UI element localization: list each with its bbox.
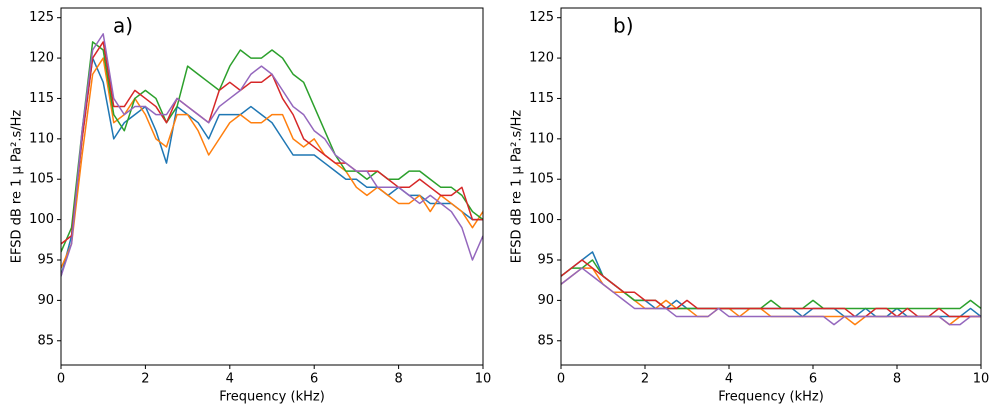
axes-frame bbox=[60, 7, 484, 366]
y-tick-label: 125 bbox=[529, 10, 554, 25]
y-tick-label: 115 bbox=[29, 91, 54, 106]
x-tick-label: 10 bbox=[973, 372, 990, 387]
series-line bbox=[61, 57, 483, 277]
x-tick-label: 10 bbox=[475, 372, 492, 387]
x-tick-label: 6 bbox=[310, 372, 318, 387]
y-tick-label: 95 bbox=[537, 253, 554, 268]
y-tick-label: 100 bbox=[29, 212, 54, 227]
y-axis-label: EFSD dB re 1 µ Pa².s/Hz bbox=[510, 110, 525, 264]
x-tick-label: 2 bbox=[141, 372, 149, 387]
y-tick-label: 110 bbox=[29, 131, 54, 146]
panel-label: b) bbox=[613, 14, 634, 38]
x-tick-label: 2 bbox=[641, 372, 649, 387]
x-tick-label: 4 bbox=[226, 372, 234, 387]
plot-area bbox=[61, 33, 483, 277]
y-tick-label: 105 bbox=[529, 172, 554, 187]
x-tick-label: 0 bbox=[57, 372, 65, 387]
series-line bbox=[561, 259, 981, 318]
series-line bbox=[561, 267, 981, 326]
y-tick-label: 100 bbox=[529, 212, 554, 227]
x-tick-label: 8 bbox=[394, 372, 402, 387]
x-tick-label: 0 bbox=[557, 372, 565, 387]
x-tick-label: 4 bbox=[725, 372, 733, 387]
series-line bbox=[561, 259, 981, 310]
y-axis-label: EFSD dB re 1 µ Pa².s/Hz bbox=[10, 110, 25, 264]
axes-frame bbox=[560, 7, 982, 366]
y-tick-label: 85 bbox=[37, 333, 54, 348]
y-tick-label: 95 bbox=[37, 253, 54, 268]
series-line bbox=[61, 41, 483, 245]
plot-area bbox=[561, 251, 981, 326]
panel-label: a) bbox=[113, 14, 133, 38]
x-tick-label: 6 bbox=[809, 372, 817, 387]
y-tick-label: 115 bbox=[529, 91, 554, 106]
y-tick-label: 90 bbox=[537, 293, 554, 308]
x-tick-label: 8 bbox=[893, 372, 901, 387]
y-tick-label: 125 bbox=[29, 10, 54, 25]
y-tick-label: 120 bbox=[29, 51, 54, 66]
series-line bbox=[561, 251, 981, 318]
series-line bbox=[61, 33, 483, 277]
y-tick-label: 85 bbox=[537, 333, 554, 348]
x-axis-label: Frequency (kHz) bbox=[219, 390, 325, 405]
y-tick-label: 105 bbox=[29, 172, 54, 187]
x-axis-label: Frequency (kHz) bbox=[718, 390, 824, 405]
y-tick-label: 90 bbox=[37, 293, 54, 308]
series-line bbox=[61, 57, 483, 269]
y-tick-label: 120 bbox=[529, 51, 554, 66]
y-tick-label: 110 bbox=[529, 131, 554, 146]
